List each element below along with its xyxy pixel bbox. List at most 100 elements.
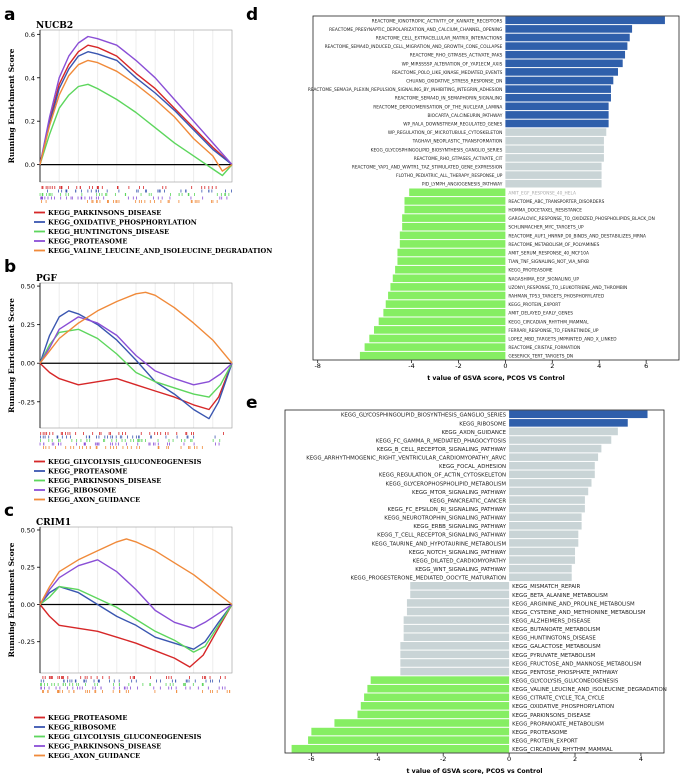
bar-label: KEGG_BUTANOATE_METABOLISM xyxy=(512,627,601,633)
bar-label: KEGG_CIRCADIAN_RHYTHM_MAMMAL xyxy=(512,747,613,753)
bar-label: KEGG_REGULATION_OF_ACTIN_CYTOSKELETON xyxy=(379,473,506,479)
x-tick-label: -8 xyxy=(314,362,320,370)
x-tick-label: 2 xyxy=(573,755,577,763)
legend-entry: KEGG_PARKINSONS_DISEASE xyxy=(48,209,161,217)
panel-letter-e: e xyxy=(246,393,258,413)
bar-kegg-b-cell-receptor-signaling-pathway xyxy=(509,444,602,453)
bar-kegg-protein-export xyxy=(385,300,506,308)
legend-entry: KEGG_HUNTINGTONS_DISEASE xyxy=(48,228,169,236)
bar-label: REACTOME_SEMA3A_PLEXIN_REPULSION_SIGNALI… xyxy=(308,87,503,93)
bar-label: WP_REGULATION_OF_MICROTUBULE_CYTOSKELETO… xyxy=(388,130,503,136)
series-line-kegg-glycolysis-gluconeogenesis xyxy=(39,585,233,653)
bar-label: KEGG_ARGININE_AND_PROLINE_METABOLISM xyxy=(512,601,635,607)
bar-label: KEGG_FOCAL_ADHESION xyxy=(439,464,506,470)
bar-label: KEGG_T_CELL_RECEPTOR_SIGNALING_PATHWAY xyxy=(377,533,507,539)
bar-label: HOMMA_DOCETAXEL_RESISTANCE xyxy=(508,208,582,214)
bar-homma-docetaxel-resistance xyxy=(404,205,506,214)
bar-label: KEGG_TAURINE_AND_HYPOTAURINE_METABOLISM xyxy=(372,541,507,547)
bar-kegg-focal-adhesion xyxy=(509,461,595,470)
bar-reactome-sema4d-in-semaphorin-signaling xyxy=(505,93,611,102)
bar-label: KEGG_OXIDATIVE_PHOSPHORYLATION xyxy=(512,704,614,710)
bar-uzonyi-response-to-leukotriene-and-thrombin xyxy=(390,283,506,291)
x-tick-label: 4 xyxy=(639,755,643,763)
bar-wp-mirssssp-alteration-of-yap1ecm-axis xyxy=(505,59,623,68)
bar-kegg-propanoate-metabolism xyxy=(334,719,510,727)
bar-label: KEGG_B_CELL_RECEPTOR_SIGNALING_PATHWAY xyxy=(377,447,507,453)
series-line-kegg-axon-guidance xyxy=(39,291,233,364)
bar-reactome-rho-gtpases-activate-paks xyxy=(505,50,626,59)
bar-reactome-cell-extracellular-matrix-interactions xyxy=(505,33,630,42)
series-line-kegg-parkinsons-disease xyxy=(39,328,233,398)
bar-label: KEGG_GLYCEROPHOSPHOLIPID_METABOLISM xyxy=(386,481,507,487)
legend-entry: KEGG_AXON_GUIDANCE xyxy=(48,496,140,504)
bar-taghavi-neoplastic-transformation xyxy=(505,136,604,145)
series-line-kegg-proteasome xyxy=(39,604,233,668)
bar-label: KEGG_PANCREATIC_CANCER xyxy=(430,498,507,504)
bar-label: TAGHAVI_NEOPLASTIC_TRANSFORMATION xyxy=(412,139,503,145)
bar-amit-egf-response-40-hela xyxy=(409,188,506,197)
bar-kegg-oxidative-phosphorylation xyxy=(360,702,510,710)
bar-label: UZONYI_RESPONSE_TO_LEUKOTRIENE_AND_THROM… xyxy=(508,285,627,291)
y-tick-label: 0.00 xyxy=(21,601,35,609)
bar-reactome-abc-transporter-disorders xyxy=(404,197,506,205)
bar-amit-delayed-early-genes xyxy=(383,308,506,317)
bar-label: KEGG_ERBB_SIGNALING_PATHWAY xyxy=(413,524,506,530)
bar-kegg-mtor-signaling-pathway xyxy=(509,487,589,496)
x-axis-label: t value of GSVA score, PCOS vs Control xyxy=(407,768,543,775)
bar-label: REACTOME_ABC_TRANSPORTER_DISORDERS xyxy=(508,199,604,205)
bar-label: AMIT_DELAYED_EARLY_GENES xyxy=(508,311,573,317)
bar-label: GARGALOVIC_RESPONSE_TO_OXIDIZED_PHOSPHOL… xyxy=(508,216,654,222)
series-line-kegg-proteasome xyxy=(39,35,233,166)
bar-kegg-parkinsons-disease xyxy=(357,710,510,719)
bar-reactome-presynaptic-depolarization-and-calcium-channel-opening xyxy=(505,25,633,33)
x-tick-label: -2 xyxy=(440,755,446,763)
bar-kegg-circadian-rhythm-mammal xyxy=(378,317,506,326)
series-line-kegg-parkinsons-disease xyxy=(39,44,233,166)
bar-kegg-glycosphingolipid-biosynthesis-ganglio-series xyxy=(509,410,648,419)
legend-entry: KEGG_PROTEASOME xyxy=(48,238,127,246)
bar-flotho-pediatric-all-therapy-response-up xyxy=(505,171,602,179)
bar-label: WP_MIRSSSSP_ALTERATION_OF_YAP1ECM_AXIS xyxy=(402,61,503,67)
bar-kegg-fructose-and-mannose-metabolism xyxy=(400,659,510,667)
legend-entry: KEGG_OXIDATIVE_PHOSPHORYLATION xyxy=(48,219,197,227)
x-tick-label: 0 xyxy=(503,362,507,370)
panel-letter-c: c xyxy=(4,501,14,521)
bar-label: KEGG_FC_GAMMA_R_MEDIATED_PHAGOCYTOSIS xyxy=(376,438,507,444)
bar-label: REACTOME_POLO_LIKE_KINASE_MEDIATED_EVENT… xyxy=(392,70,503,76)
bar-kegg-fc-epsilon-ri-signaling-pathway xyxy=(509,504,585,513)
bar-reactome-ionotropic-activity-of-kainate-receptors xyxy=(505,16,665,25)
bar-label: KEGG_PROPANOATE_METABOLISM xyxy=(512,721,604,727)
bar-schlinmacher-myc-targets-up xyxy=(402,222,506,231)
series-line-kegg-valine-leucine-and-isoleucine-degradation xyxy=(39,59,233,172)
gsea-panel-c: CRIM1 Running Enrichment Score 0.50 0.25 0.0… xyxy=(7,518,233,760)
x-tick-label: -4 xyxy=(374,755,380,763)
bar-kegg-galactose-metabolism xyxy=(400,642,510,650)
bar-label: KEGG_CIRCADIAN_RHYTHM_MAMMAL xyxy=(508,319,589,325)
bar-kegg-glycosphingolipid-biosynthesis-ganglio-series xyxy=(505,145,604,154)
bar-label: KEGG_PARKINSONS_DISEASE xyxy=(512,713,591,719)
y-tick-label: 0.2 xyxy=(25,118,35,126)
bar-label: REACTOME_RHO_GTPASES_ACTIVATE_CIT xyxy=(414,156,503,162)
bar-reactome-depolymerisation-of-the-nuclear-lamina xyxy=(505,102,609,111)
bar-label: KEGG_CITRATE_CYCLE_TCA_CYCLE xyxy=(512,696,605,702)
bar-label: REACTOME_AUF1_HNRNP_D0_BINDS_AND_DESTABI… xyxy=(508,233,646,239)
bar-nagashima-egf-signaling-up xyxy=(392,274,506,283)
plot-frame xyxy=(312,15,680,361)
bar-label: KEGG_GLYCOLYSIS_GLUCONEOGENESIS xyxy=(512,679,619,685)
bar-kegg-proteasome xyxy=(395,265,506,274)
legend-entry: KEGG_GLYCOLYSIS_GLUCONEOGENESIS xyxy=(48,458,202,466)
bar-label: KEGG_DILATED_CARDIOMYOPATHY xyxy=(413,558,507,564)
bar-pid-lymph-angiogenesis-pathway xyxy=(505,179,602,188)
bar-kegg-glycolysis-gluconeogenesis xyxy=(370,676,510,684)
bar-kegg-ribosome xyxy=(509,419,628,427)
legend-entry: KEGG_GLYCOLYSIS_GLUCONEOGENESIS xyxy=(48,733,202,741)
bar-label: KEGG_FC_EPSILON_RI_SIGNALING_PATHWAY xyxy=(388,507,507,513)
y-tick-label: 0.0 xyxy=(25,161,35,169)
bar-gargalovic-response-to-oxidized-phospholipids-black-dn xyxy=(402,214,506,222)
bar-label: KEGG_CYSTEINE_AND_METHIONINE_METABOLISM xyxy=(512,610,646,616)
gsea-panel-b: PGF Running Enrichment Score 0.50 0.25 0.00 -… xyxy=(7,274,233,504)
bar-label: KEGG_ARRHYTHMOGENIC_RIGHT_VENTRICULAR_CA… xyxy=(306,456,506,462)
bar-kegg-axon-guidance xyxy=(509,427,618,436)
bar-label: TIAN_TNF_SIGNALING_NOT_VIA_NFKB xyxy=(507,259,589,265)
